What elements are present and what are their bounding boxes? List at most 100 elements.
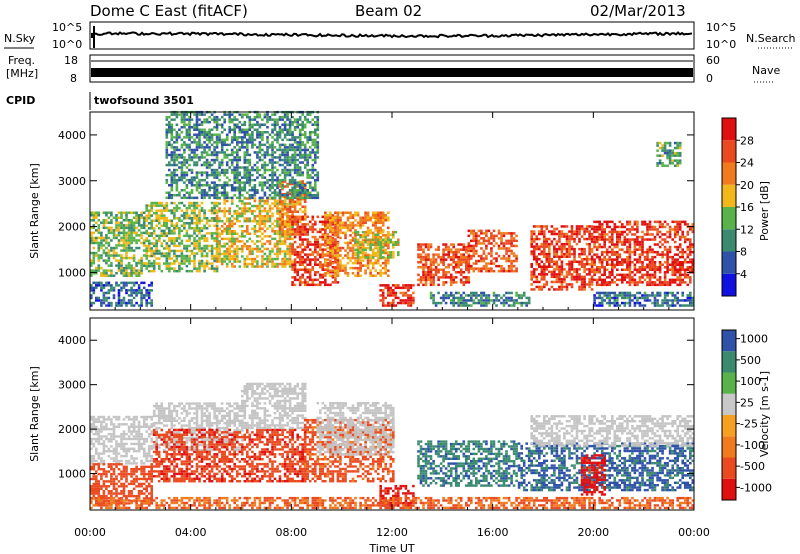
power-cell: [213, 254, 216, 258]
power-cell: [462, 271, 466, 274]
power-cell: [336, 219, 340, 222]
power-cell: [135, 214, 138, 217]
power-cell: [188, 158, 191, 162]
power-cell: [477, 299, 481, 302]
power-cell: [223, 196, 226, 200]
power-cell: [130, 249, 133, 252]
power-cell: [646, 233, 649, 236]
power-cell: [683, 261, 687, 264]
power-cell: [689, 291, 692, 295]
power-cell: [135, 261, 138, 265]
power-cell: [92, 239, 96, 242]
power-cell: [575, 268, 579, 271]
power-cell: [384, 264, 387, 267]
power-cell: [515, 269, 518, 273]
power-cell: [676, 223, 679, 226]
power-cell: [628, 243, 632, 246]
power-cell: [195, 244, 199, 248]
power-cell: [558, 240, 561, 243]
power-cell: [666, 283, 669, 287]
power-cell: [246, 227, 249, 230]
power-cell: [173, 161, 176, 164]
power-cell: [140, 234, 143, 237]
power-cell: [258, 235, 262, 238]
power-cell: [379, 238, 382, 241]
power-cell: [319, 243, 322, 246]
power-cell: [573, 247, 576, 251]
power-cell: [92, 241, 96, 245]
power-cell: [611, 230, 614, 234]
power-cell: [112, 231, 116, 235]
power-cell: [598, 283, 601, 287]
power-cell: [646, 281, 649, 284]
power-cell: [588, 278, 591, 281]
power-cell: [339, 224, 342, 227]
power-cell: [598, 225, 601, 229]
power-cell: [321, 253, 325, 256]
power-cell: [492, 257, 496, 260]
power-cell: [288, 205, 292, 208]
power-cell: [210, 153, 214, 157]
power-cell: [532, 232, 536, 236]
power-cell: [100, 239, 103, 242]
power-cell: [452, 250, 455, 254]
power-cell: [253, 232, 257, 235]
power-cell: [490, 252, 493, 255]
power-cell: [671, 301, 674, 305]
power-cell: [319, 245, 322, 249]
power-cell: [125, 234, 128, 237]
power-cell: [110, 289, 113, 292]
power-cell: [346, 254, 350, 257]
power-cell: [168, 209, 171, 212]
power-cell: [538, 263, 541, 266]
power-cell: [246, 209, 249, 213]
power-cell: [256, 207, 259, 210]
power-cell: [600, 253, 604, 256]
power-cell: [230, 196, 234, 200]
power-cell: [387, 241, 390, 244]
power-cell: [308, 258, 312, 261]
power-cell: [419, 276, 423, 279]
power-cell: [316, 215, 320, 219]
power-cell: [611, 233, 614, 236]
power-cell: [336, 281, 340, 284]
power-cell: [120, 304, 123, 307]
power-cell: [314, 220, 317, 224]
power-cell: [658, 263, 662, 266]
power-cell: [434, 301, 438, 305]
power-cell: [223, 212, 226, 215]
power-cell: [213, 206, 216, 210]
power-cell: [497, 269, 501, 273]
power-cell: [115, 219, 118, 222]
power-cell: [369, 274, 372, 277]
power-cell: [92, 211, 96, 214]
power-cell: [193, 252, 196, 255]
power-cell: [125, 256, 128, 260]
power-cell: [678, 281, 682, 284]
power-cell: [598, 243, 601, 246]
power-cell: [653, 304, 657, 307]
power-cell: [653, 268, 657, 271]
power-cell: [565, 273, 569, 276]
power-cell: [565, 285, 569, 289]
power-cell: [218, 118, 221, 121]
power-cell: [100, 284, 103, 287]
power-cell: [668, 245, 672, 249]
power-cell: [663, 281, 667, 284]
power-cell: [442, 276, 445, 279]
power-cell: [188, 136, 191, 139]
power-cell: [223, 156, 226, 159]
power-cell: [132, 291, 136, 295]
power-cell: [273, 252, 277, 256]
power-cell: [646, 255, 649, 259]
power-cell: [329, 274, 332, 277]
power-cell: [193, 254, 196, 258]
power-cell: [485, 267, 488, 270]
power-cell: [203, 196, 206, 200]
power-cell: [306, 255, 309, 259]
power-cell: [225, 199, 229, 203]
power-cell: [168, 227, 171, 230]
power-cell: [555, 227, 559, 231]
power-cell: [419, 245, 423, 249]
power-cell: [585, 260, 589, 263]
